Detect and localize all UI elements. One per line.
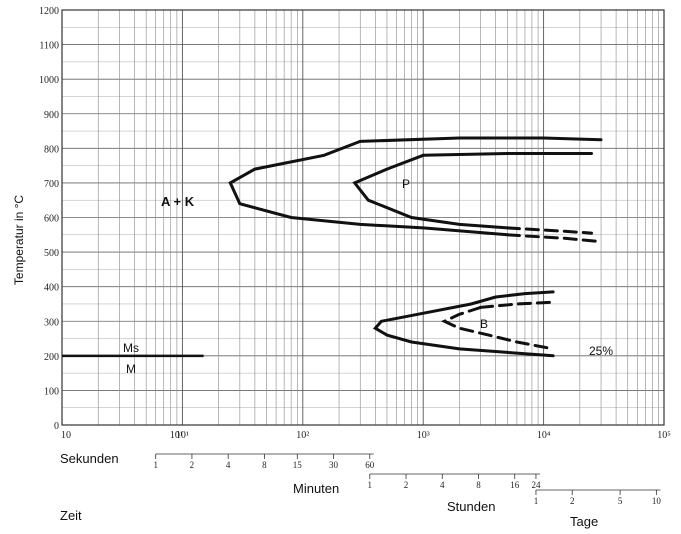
annotation-b: B xyxy=(480,317,488,331)
days-scale-tick-label: 1 xyxy=(534,496,539,506)
hours-scale-tick-label: 2 xyxy=(404,480,409,490)
y-tick-label: 100 xyxy=(44,386,59,397)
y-tick-label: 600 xyxy=(44,214,59,225)
labels: 0 100 200 300 400 500 600 700 800 900 1000 1100 1200… xyxy=(39,6,671,506)
y-tick-label: 0 xyxy=(54,421,59,432)
bainite-start-upper-curve xyxy=(494,290,555,299)
minutes-label: Minuten xyxy=(293,481,339,496)
curves xyxy=(62,136,603,358)
days-scale-tick-label: 2 xyxy=(570,496,575,506)
minutes-scale-tick-label: 2 xyxy=(190,460,195,470)
pearlite-start-upper-curve xyxy=(358,136,603,143)
y-tick-label: 300 xyxy=(44,317,59,328)
hours-scale-tick-label: 8 xyxy=(476,480,481,490)
days-scale-tick-label: 5 xyxy=(618,496,623,506)
x-tick-label: 10⁴ xyxy=(537,430,551,441)
annotation-ms: Ms xyxy=(123,341,139,355)
grid xyxy=(61,9,665,426)
y-tick-label: 500 xyxy=(44,248,59,259)
y-axis-label: Temperatur in °C xyxy=(12,195,26,285)
axes xyxy=(61,9,665,495)
hours-scale-tick-label: 4 xyxy=(440,480,445,490)
minutes-scale-tick-label: 30 xyxy=(329,460,339,470)
annotation-p: P xyxy=(402,177,410,191)
y-tick-label: 800 xyxy=(44,144,59,155)
hours-scale-tick-label: 1 xyxy=(368,480,373,490)
annotation-m: M xyxy=(126,362,136,376)
pearlite-finish-upper-curve xyxy=(421,152,593,157)
bainite-25-percent-upper-curve xyxy=(479,300,555,309)
y-tick-label: 900 xyxy=(44,110,59,121)
pearlite-start-curve xyxy=(228,139,509,237)
y-tick-label: 700 xyxy=(44,179,59,190)
pearlite-finish-curve xyxy=(352,153,509,230)
minutes-scale-tick-label: 4 xyxy=(226,460,231,470)
annotation-25-percent: 25% xyxy=(589,344,613,358)
y-tick-label: 1000 xyxy=(39,75,59,86)
y-tick-label: 1100 xyxy=(39,41,59,52)
minutes-scale-tick-label: 8 xyxy=(262,460,267,470)
plot-frame xyxy=(61,9,665,426)
days-scale-tick-label: 10 xyxy=(652,496,662,506)
pearlite-start-dashed xyxy=(505,233,603,244)
bainite-25-percent-curve xyxy=(440,305,555,351)
hours-scale-tick-label: 24 xyxy=(531,480,541,490)
y-tick-label: 1200 xyxy=(39,6,59,17)
x-tick-label: 10 xyxy=(61,430,71,441)
minutes-scale-tick-label: 1 xyxy=(153,460,158,470)
minutes-scale-tick-label: 60 xyxy=(365,460,375,470)
y-tick-label: 200 xyxy=(44,352,59,363)
days-label: Tage xyxy=(570,514,598,529)
x-tick-label: 10² xyxy=(296,430,309,441)
y-tick-label: 400 xyxy=(44,283,59,294)
annotation-a-plus-k: A + K xyxy=(161,194,195,209)
seconds-label: Sekunden xyxy=(60,451,119,466)
bainite-start-curve xyxy=(372,295,555,358)
x-tick-label: 10³ xyxy=(417,430,430,441)
x-tick-label: 10¹ xyxy=(170,430,183,441)
hours-label: Stunden xyxy=(447,499,495,514)
x-tick-label: 10¹ xyxy=(176,430,189,441)
x-tick-label: 10⁵ xyxy=(657,430,671,441)
minutes-scale-tick-label: 15 xyxy=(293,460,303,470)
time-axis-title: Zeit xyxy=(60,508,82,523)
pearlite-finish-dashed xyxy=(505,226,593,235)
hours-scale-tick-label: 16 xyxy=(510,480,520,490)
